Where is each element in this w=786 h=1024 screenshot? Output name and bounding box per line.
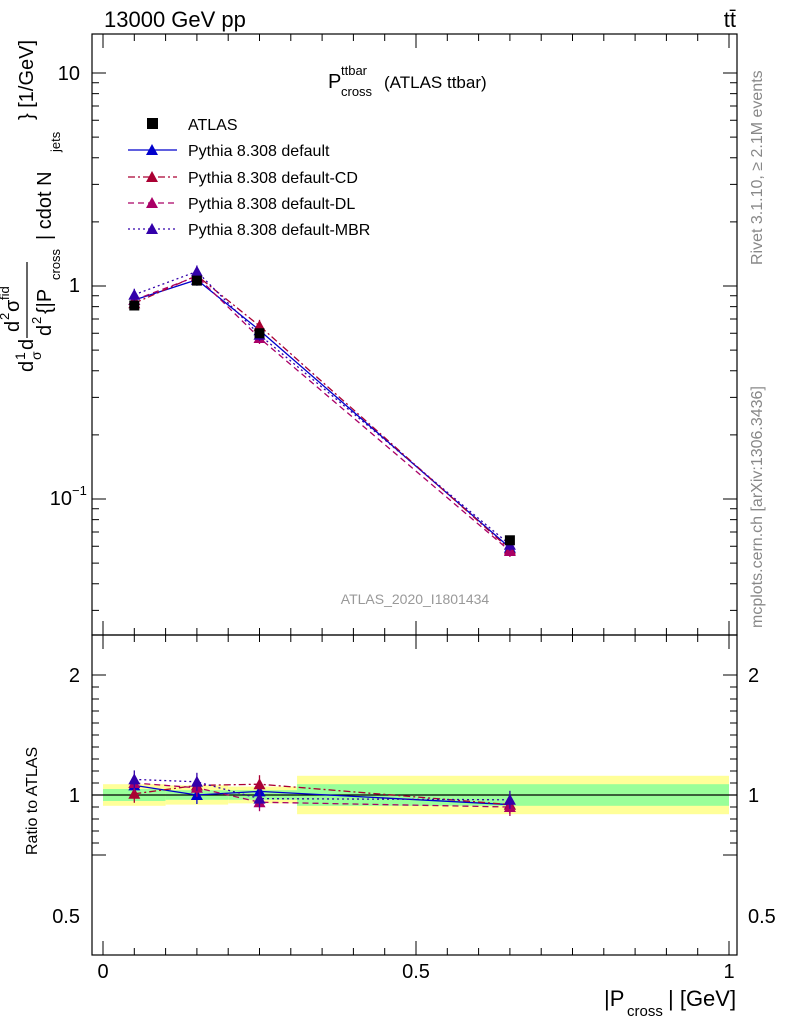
main-y-tick-label-0p1: 10 — [50, 488, 72, 510]
svg-text:cross: cross — [627, 1003, 663, 1020]
main-y-axis-label: d 1 σ d d 2 σ fid d 2 {|P cross | cdot N… — [0, 40, 63, 372]
svg-text:| cdot N: | cdot N — [34, 171, 56, 240]
svg-text:σ: σ — [2, 299, 24, 312]
svg-text:d: d — [2, 321, 24, 332]
process-label: tt̄ — [724, 7, 736, 32]
ratio-y-tick-label-0p5-right: 0.5 — [748, 906, 776, 928]
x-tick-label-0: 0 — [97, 961, 108, 983]
ratio-y-axis-label: Ratio to ATLAS — [24, 747, 41, 855]
x-tick-label-1: 1 — [723, 961, 734, 983]
atlas-data-point — [504, 535, 515, 546]
ratio-marker-dashdot — [253, 778, 266, 790]
legend-mbr-label: Pythia 8.308 default-MBR — [188, 222, 370, 239]
series-line-solid — [134, 279, 511, 549]
legend-cd-marker — [146, 171, 158, 182]
svg-text:d: d — [34, 325, 56, 336]
atlas-data-point — [129, 300, 140, 311]
plot-title-suffix: (ATLAS ttbar) — [384, 73, 487, 92]
ratio-panel: 2 1 0.5 2 1 0.5 0 0.5 1 Ratio to ATLAS |… — [24, 634, 776, 1020]
ratio-line-dashed — [134, 782, 510, 808]
plot-title: P — [328, 71, 341, 93]
rivet-label: Rivet 3.1.10, ≥ 2.1M events — [749, 70, 766, 265]
ratio-y-tick-label-1-left: 1 — [69, 785, 80, 807]
main-y-tick-label-0p1-exp: −1 — [72, 483, 87, 498]
x-axis-label: |P cross | [GeV] — [604, 986, 736, 1020]
analysis-watermark: ATLAS_2020_I1801434 — [341, 591, 490, 607]
svg-text:| [GeV]: | [GeV] — [668, 986, 736, 1011]
main-axis-ticks — [92, 34, 737, 635]
svg-text:fid: fid — [0, 286, 12, 300]
ratio-axis-ticks — [92, 635, 737, 955]
main-y-tick-label-10: 10 — [58, 63, 80, 85]
ratio-marker-dotted — [190, 775, 203, 787]
svg-text:} [1/GeV]: } [1/GeV] — [16, 40, 38, 120]
legend-default-marker — [146, 144, 158, 155]
legend-default-label: Pythia 8.308 default — [188, 143, 330, 160]
atlas-data-point — [191, 275, 202, 286]
ratio-y-tick-label-0p5-left: 0.5 — [52, 906, 80, 928]
main-y-tick-label-1: 1 — [69, 275, 80, 297]
legend-dl-marker — [146, 197, 158, 208]
series-line-dotted — [134, 270, 511, 546]
legend-cd-label: Pythia 8.308 default-CD — [188, 170, 358, 187]
svg-text:cross: cross — [48, 248, 63, 280]
legend-mbr-marker — [146, 223, 158, 234]
svg-text:2: 2 — [0, 313, 12, 320]
series-line-dashdot — [134, 274, 511, 550]
atlas-data-point — [254, 328, 265, 339]
series-marker-dashdot — [253, 319, 266, 331]
legend-atlas-label: ATLAS — [188, 117, 238, 134]
ratio-y-tick-label-1-right: 1 — [748, 785, 759, 807]
plot-title-sup: ttbar — [341, 63, 368, 78]
svg-text:2: 2 — [29, 317, 44, 324]
svg-text:d: d — [16, 361, 38, 372]
ratio-marker-dotted — [253, 792, 266, 804]
legend: ATLAS Pythia 8.308 default Pythia 8.308 … — [128, 117, 370, 239]
ratio-line-dotted — [134, 778, 510, 801]
svg-text:{|P: {|P — [34, 289, 56, 314]
energy-label: 13000 GeV pp — [104, 7, 246, 32]
legend-dl-label: Pythia 8.308 default-DL — [188, 196, 355, 213]
series-marker-dotted — [190, 265, 203, 277]
legend-atlas-marker — [147, 118, 158, 129]
svg-text:σ: σ — [28, 351, 44, 360]
svg-text:1: 1 — [12, 352, 28, 360]
ratio-y-tick-label-2-left: 2 — [69, 665, 80, 687]
ratio-marker-dotted — [503, 793, 516, 805]
ratio-series-group — [128, 770, 516, 816]
plot-title-sub: cross — [341, 84, 373, 99]
main-panel: 10 1 10 −1 P ttbar cross (ATLAS ttbar) A… — [0, 33, 738, 636]
svg-text:d: d — [16, 339, 38, 350]
ratio-line-dashdot — [134, 783, 510, 806]
svg-text:|P: |P — [604, 986, 624, 1011]
svg-text:jets: jets — [48, 131, 63, 153]
ratio-y-tick-label-2-right: 2 — [748, 665, 759, 687]
series-line-dashed — [134, 275, 511, 552]
x-tick-label-0p5: 0.5 — [402, 961, 430, 983]
series-marker-dotted — [128, 288, 141, 300]
main-series-group — [128, 265, 516, 557]
ratio-marker-dotted — [128, 773, 141, 785]
mcplots-label: mcplots.cern.ch [arXiv:1306.3436] — [749, 386, 766, 628]
ratio-marker-dashdot — [128, 787, 141, 799]
